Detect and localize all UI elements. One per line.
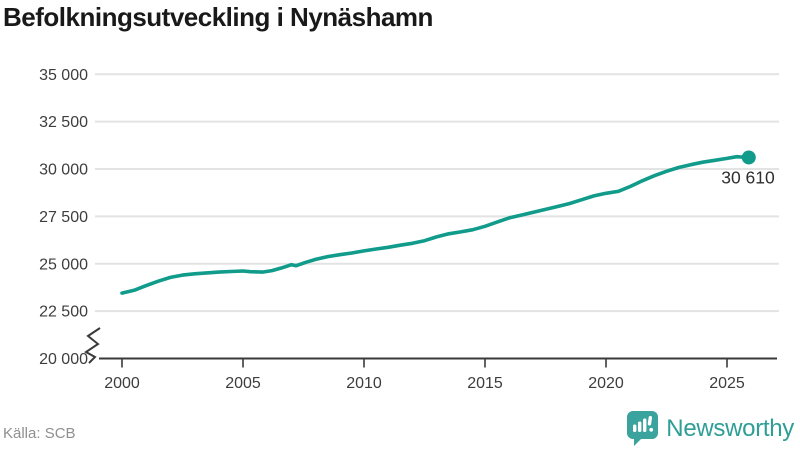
newsworthy-logo-icon xyxy=(627,411,659,446)
chart-title: Befolkningsutveckling i Nynäshamn xyxy=(3,2,433,32)
x-tick-label: 2015 xyxy=(467,375,503,392)
population-line-chart: 35 000 32 500 30 000 27 500 25 000 22 500 20 0… xyxy=(39,67,779,392)
y-tick-label: 27 500 xyxy=(39,209,88,226)
y-tick-label: 35 000 xyxy=(39,67,88,84)
y-tick-label: 25 000 xyxy=(39,256,88,273)
y-tick-label: 22 500 xyxy=(39,304,88,321)
x-tick-label: 2000 xyxy=(104,375,140,392)
endpoint-marker xyxy=(741,150,756,165)
x-tick-label: 2020 xyxy=(588,375,624,392)
x-tick-label: 2005 xyxy=(225,375,261,392)
source-note: Källa: SCB xyxy=(3,425,76,442)
x-tick-label: 2010 xyxy=(346,375,382,392)
chart-footer: Källa: SCB Newsworthy xyxy=(0,408,800,450)
axis-break-icon xyxy=(84,327,101,364)
newsworthy-logo: Newsworthy xyxy=(627,411,794,446)
x-tick-label: 2025 xyxy=(709,375,745,392)
y-tick-label: 20 000 xyxy=(39,351,88,368)
newsworthy-logo-text: Newsworthy xyxy=(666,414,794,442)
y-tick-label: 30 000 xyxy=(39,162,88,179)
y-tick-label: 32 500 xyxy=(39,114,88,131)
population-line xyxy=(120,154,751,295)
endpoint-label: 30 610 xyxy=(721,167,775,187)
